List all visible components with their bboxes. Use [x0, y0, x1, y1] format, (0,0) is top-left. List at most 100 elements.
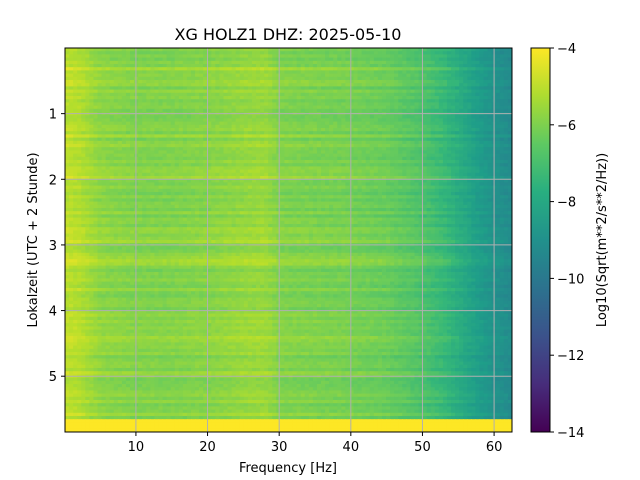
heatmap-cell	[113, 83, 119, 87]
heatmap-cell	[495, 137, 501, 142]
heatmap-cell	[223, 137, 229, 142]
heatmap-cell	[130, 51, 135, 55]
heatmap-cell	[292, 73, 298, 78]
heatmap-cell	[463, 96, 468, 100]
heatmap-cell	[81, 144, 86, 148]
heatmap-cell	[349, 86, 355, 91]
heatmap-cell	[312, 131, 318, 135]
heatmap-cell	[475, 76, 481, 81]
heatmap-cell	[251, 70, 257, 75]
heatmap-cell	[195, 108, 200, 113]
heatmap-cell	[288, 48, 294, 52]
heatmap-cell	[170, 131, 176, 135]
heatmap-cell	[438, 137, 444, 142]
heatmap-cell	[353, 73, 359, 78]
heatmap-cell	[170, 124, 176, 129]
heatmap-cell	[280, 83, 286, 87]
heatmap-cell	[85, 57, 90, 62]
heatmap-cell	[394, 89, 399, 94]
heatmap-cell	[438, 57, 444, 62]
heatmap-cell	[410, 51, 416, 55]
heatmap-cell	[203, 83, 208, 87]
heatmap-cell	[304, 96, 310, 100]
heatmap-cell	[312, 137, 318, 142]
heatmap-cell	[125, 89, 131, 94]
heatmap-cell	[186, 118, 192, 123]
heatmap-cell	[154, 67, 160, 71]
heatmap-cell	[85, 89, 90, 94]
heatmap-cell	[158, 70, 164, 75]
heatmap-cell	[186, 108, 192, 113]
heatmap-cell	[142, 57, 147, 62]
heatmap-cell	[85, 115, 90, 119]
heatmap-cell	[276, 92, 281, 97]
heatmap-cell	[394, 99, 399, 103]
heatmap-cell	[325, 99, 330, 103]
heatmap-cell	[316, 57, 322, 62]
heatmap-cell	[203, 121, 208, 126]
heatmap-cell	[243, 86, 249, 91]
heatmap-cell	[117, 144, 123, 148]
heatmap-cell	[361, 108, 367, 113]
heatmap-cell	[422, 57, 428, 62]
heatmap-cell	[203, 115, 208, 119]
heatmap-cell	[394, 108, 399, 113]
heatmap-cell	[199, 140, 204, 145]
heatmap-cell	[406, 134, 412, 139]
heatmap-cell	[426, 73, 432, 78]
heatmap-cell	[381, 140, 387, 145]
heatmap-cell	[97, 144, 103, 148]
heatmap-cell	[475, 134, 481, 139]
heatmap-cell	[349, 105, 355, 110]
heatmap-cell	[361, 137, 367, 142]
heatmap-cell	[150, 70, 155, 75]
heatmap-cell	[125, 108, 131, 113]
heatmap-cell	[109, 134, 115, 139]
heatmap-cell	[333, 137, 338, 142]
heatmap-cell	[475, 67, 481, 71]
heatmap-cell	[73, 89, 78, 94]
heatmap-cell	[325, 124, 330, 129]
heatmap-cell	[203, 144, 208, 148]
heatmap-cell	[138, 89, 143, 94]
heatmap-cell	[174, 102, 180, 107]
heatmap-cell	[223, 105, 229, 110]
heatmap-cell	[426, 131, 432, 135]
heatmap-cell	[373, 64, 379, 68]
heatmap-cell	[455, 115, 460, 119]
heatmap-cell	[503, 48, 509, 52]
heatmap-cell	[195, 115, 200, 119]
heatmap-cell	[65, 118, 70, 123]
heatmap-cell	[300, 121, 306, 126]
heatmap-cell	[499, 89, 505, 94]
heatmap-cell	[105, 144, 111, 148]
heatmap-cell	[365, 89, 371, 94]
heatmap-cell	[146, 105, 151, 110]
heatmap-cell	[130, 96, 135, 100]
heatmap-cell	[390, 89, 395, 94]
heatmap-cell	[414, 124, 420, 129]
heatmap-cell	[203, 60, 208, 65]
heatmap-cell	[507, 70, 512, 75]
heatmap-cell	[109, 60, 115, 65]
heatmap-cell	[451, 124, 456, 129]
heatmap-cell	[430, 99, 436, 103]
heatmap-cell	[73, 76, 78, 81]
heatmap-cell	[227, 140, 233, 145]
heatmap-cell	[487, 99, 493, 103]
heatmap-cell	[231, 124, 237, 129]
heatmap-cell	[158, 131, 164, 135]
heatmap-cell	[154, 80, 160, 84]
heatmap-cell	[487, 64, 493, 68]
heatmap-cell	[142, 83, 147, 87]
heatmap-cell	[117, 118, 123, 123]
heatmap-cell	[434, 118, 440, 123]
heatmap-cell	[321, 64, 326, 68]
heatmap-cell	[280, 73, 286, 78]
heatmap-cell	[459, 67, 464, 71]
heatmap-cell	[361, 89, 367, 94]
heatmap-cell	[105, 83, 111, 87]
heatmap-cell	[166, 131, 172, 135]
heatmap-cell	[272, 124, 277, 129]
heatmap-cell	[308, 137, 314, 142]
